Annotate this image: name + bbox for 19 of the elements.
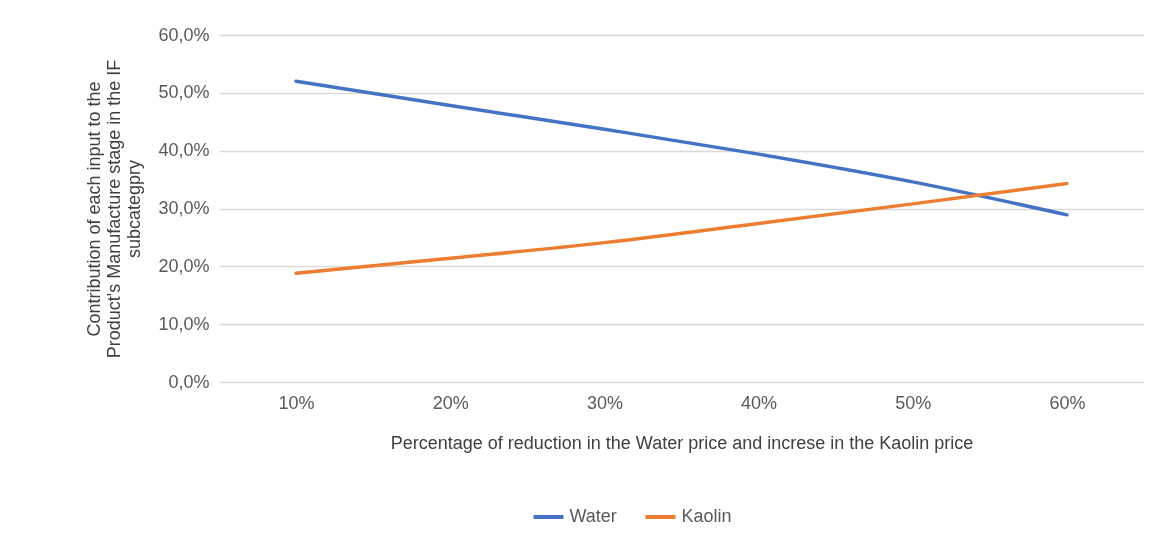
x-tick-label: 60% — [1049, 392, 1086, 413]
y-tick-label: 30,0% — [158, 198, 210, 218]
x-axis-title: Percentage of reduction in the Water price and increse in the Kaolin price — [390, 432, 974, 453]
y-tick-label: 40,0% — [158, 140, 210, 161]
x-tick-label: 20% — [432, 392, 469, 413]
x-tick-label: 30% — [586, 392, 623, 413]
x-tick-label: 50% — [895, 392, 932, 413]
y-tick-label: 0,0% — [168, 371, 210, 392]
x-tick-label: 10% — [278, 392, 315, 413]
y-tick-label: 20,0% — [158, 255, 210, 276]
y-tick-label: 50,0% — [158, 82, 210, 103]
y-tick-label: 10,0% — [158, 313, 210, 334]
y-tick-label: 60,0% — [158, 24, 210, 45]
line-series — [294, 181, 1069, 276]
legend-label: Water — [569, 506, 617, 526]
legend-label: Kaolin — [681, 506, 732, 526]
y-axis-title: Contribution of each input to the Product's Manufacture stage in the IF subcategpry — [84, 59, 145, 359]
line-series — [294, 79, 1069, 217]
x-tick-label: 40% — [741, 392, 778, 413]
